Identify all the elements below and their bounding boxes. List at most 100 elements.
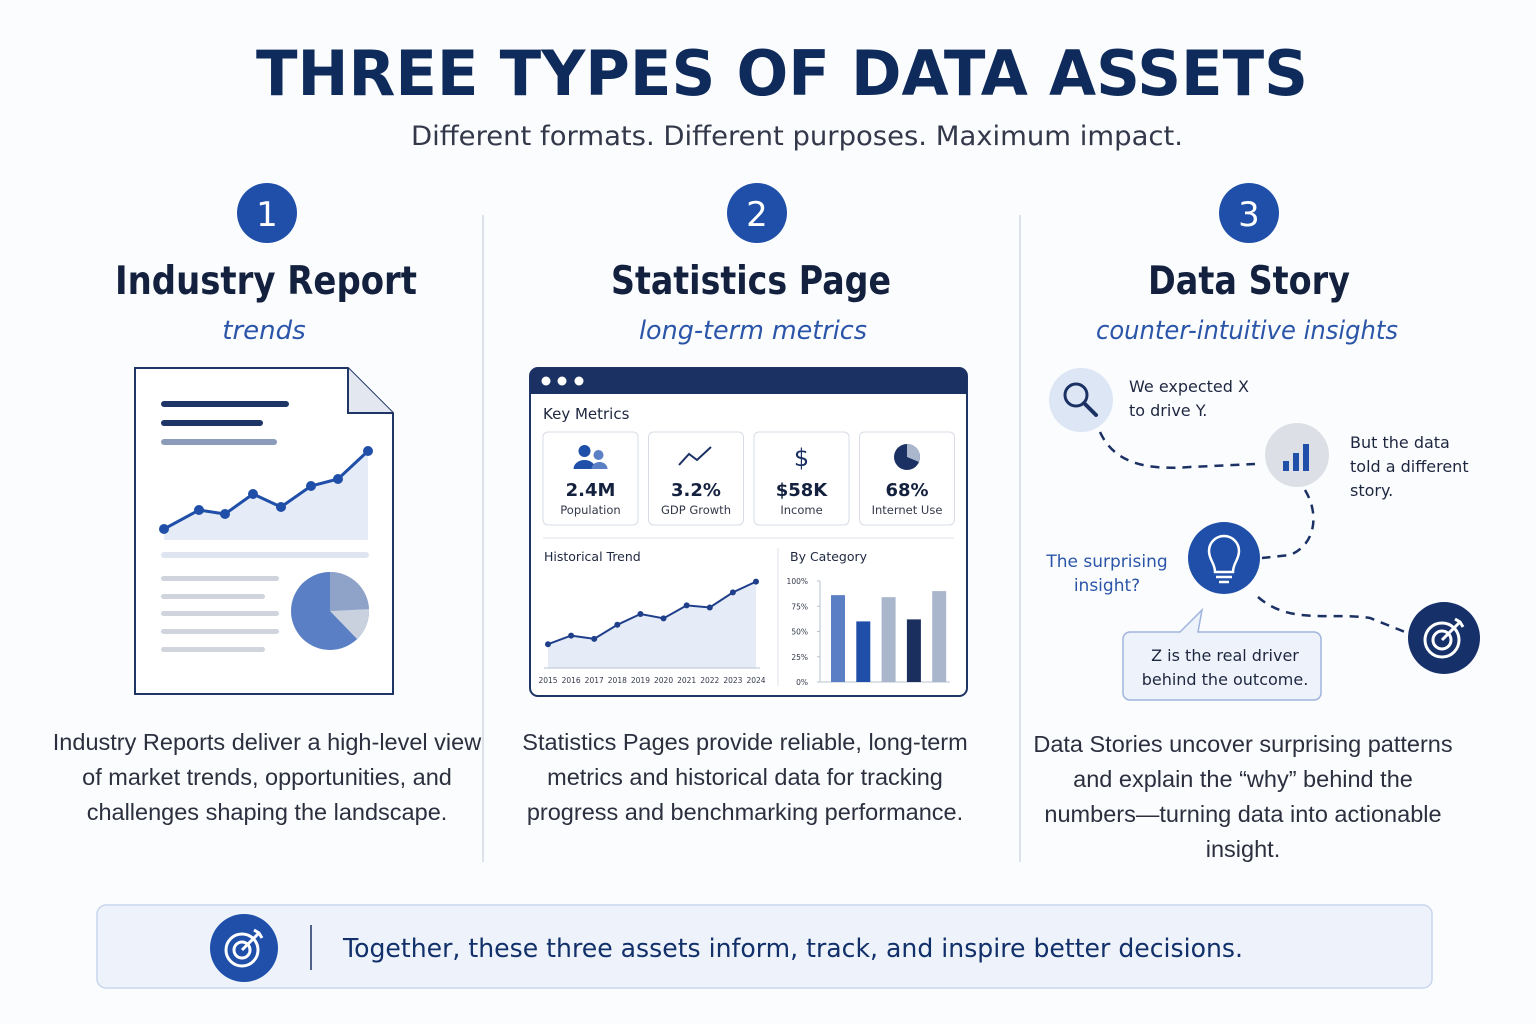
x-tick-label: 2024 (746, 676, 765, 685)
trend-point (568, 632, 575, 639)
metric-value: 68% (885, 480, 928, 501)
text-line (161, 629, 279, 634)
chart-title: Historical Trend (544, 549, 641, 564)
number: 3 (1238, 195, 1260, 235)
description: Statistics Pages provide reliable, long-… (522, 729, 968, 825)
chart-icon (1293, 453, 1299, 471)
text-line (161, 439, 277, 445)
bar (932, 591, 947, 682)
tagline: trends (222, 316, 305, 346)
description: Industry Reports deliver a high-level vi… (52, 729, 482, 825)
connector (1098, 431, 1256, 469)
story-step: But the data told a different story. (1350, 433, 1469, 500)
metric-icon (578, 445, 591, 457)
metric-value: 3.2% (671, 480, 721, 501)
metric-icon: $ (794, 444, 809, 472)
footer-box (96, 904, 1433, 989)
trend-point (729, 589, 736, 596)
window-dot (557, 376, 567, 386)
story-answer: Z is the real driver behind the outcome. (1141, 646, 1309, 689)
text-line (161, 594, 265, 599)
title: THREE TYPES OF DATA ASSETS (256, 37, 1308, 110)
bar (906, 619, 921, 682)
metric-label: Income (780, 503, 822, 517)
x-tick-label: 2019 (631, 676, 650, 685)
connector (1261, 489, 1315, 560)
metric-icon (591, 462, 608, 469)
metric-card: $ $58K Income (753, 431, 850, 526)
text-line (161, 576, 279, 581)
metric-label: GDP Growth (661, 503, 731, 517)
x-tick-label: 2020 (654, 676, 673, 685)
x-tick-label: 2016 (562, 676, 581, 685)
chart-icon (1283, 461, 1289, 471)
metric-card: 2.4M Population (542, 431, 639, 526)
footer-icon (224, 928, 264, 968)
number: 2 (746, 195, 768, 235)
tagline: long-term metrics (639, 316, 867, 346)
trend-point (660, 615, 667, 622)
metric-label: Population (560, 503, 620, 517)
trend-point (545, 641, 551, 648)
footer-text: Together, these three assets inform, tra… (342, 934, 1243, 964)
report-points (159, 446, 373, 534)
metric-card: 3.2% GDP Growth (648, 431, 744, 526)
window-dot (574, 376, 584, 386)
metric-icon (593, 450, 604, 460)
text-line (161, 611, 279, 616)
x-tick-label: 2022 (700, 676, 719, 685)
trend-point (591, 635, 598, 642)
number-badge (237, 183, 297, 243)
trend-point (706, 604, 713, 611)
number-badge (1219, 183, 1279, 243)
y-tick-label: 100% (787, 577, 808, 586)
metric-card-box (542, 431, 639, 526)
column-header: 2 Statistics Page long-term metrics (611, 183, 891, 346)
connector (1257, 596, 1406, 634)
column-header: 3 Data Story counter-intuitive insights (1096, 183, 1398, 346)
number-badge (727, 183, 787, 243)
tagline: counter-intuitive insights (1096, 316, 1398, 346)
bulb-icon (1207, 534, 1241, 574)
column-title: Statistics Page (611, 259, 891, 304)
metric-card-box (753, 431, 850, 526)
column-title: Industry Report (115, 259, 417, 304)
search-icon (1082, 401, 1098, 417)
x-tick-label: 2023 (723, 676, 742, 685)
bulb-icon-bg (1188, 522, 1260, 594)
trend-line (547, 580, 757, 646)
metric-card: 68% Internet Use (859, 431, 955, 526)
x-tick-label: 2021 (677, 676, 696, 685)
metric-value: 2.4M (566, 480, 616, 501)
story-flow (1049, 368, 1480, 701)
x-tick-label: 2018 (608, 676, 627, 685)
metric-icon (573, 460, 596, 469)
trend-point (683, 602, 690, 609)
bar (856, 621, 871, 682)
text-line (161, 647, 265, 652)
report-pie (291, 571, 370, 650)
bar (831, 595, 845, 682)
metric-card-box (859, 431, 955, 526)
trend-point (614, 621, 621, 628)
chart-title: By Category (790, 549, 868, 564)
window-bar (530, 368, 967, 394)
chart-icon (1303, 444, 1309, 471)
story-step: We expected X to drive Y. (1129, 377, 1249, 420)
document-fold (347, 368, 393, 414)
subtitle: Different formats. Different purposes. M… (411, 121, 1183, 152)
text-line (161, 552, 369, 558)
metric-value: $58K (776, 480, 829, 501)
y-tick-label: 25% (791, 653, 808, 662)
description: Data Stories uncover surprising patterns… (1033, 731, 1453, 862)
trend-area (548, 581, 756, 668)
trend-point (753, 578, 759, 585)
y-tick-label: 50% (791, 628, 808, 637)
story-question: The surprising insight? (1046, 552, 1168, 596)
metric-card-box (648, 431, 744, 526)
y-tick-label: 0% (796, 678, 808, 687)
metric-icon (678, 446, 712, 466)
panel-title: Key Metrics (543, 405, 630, 423)
